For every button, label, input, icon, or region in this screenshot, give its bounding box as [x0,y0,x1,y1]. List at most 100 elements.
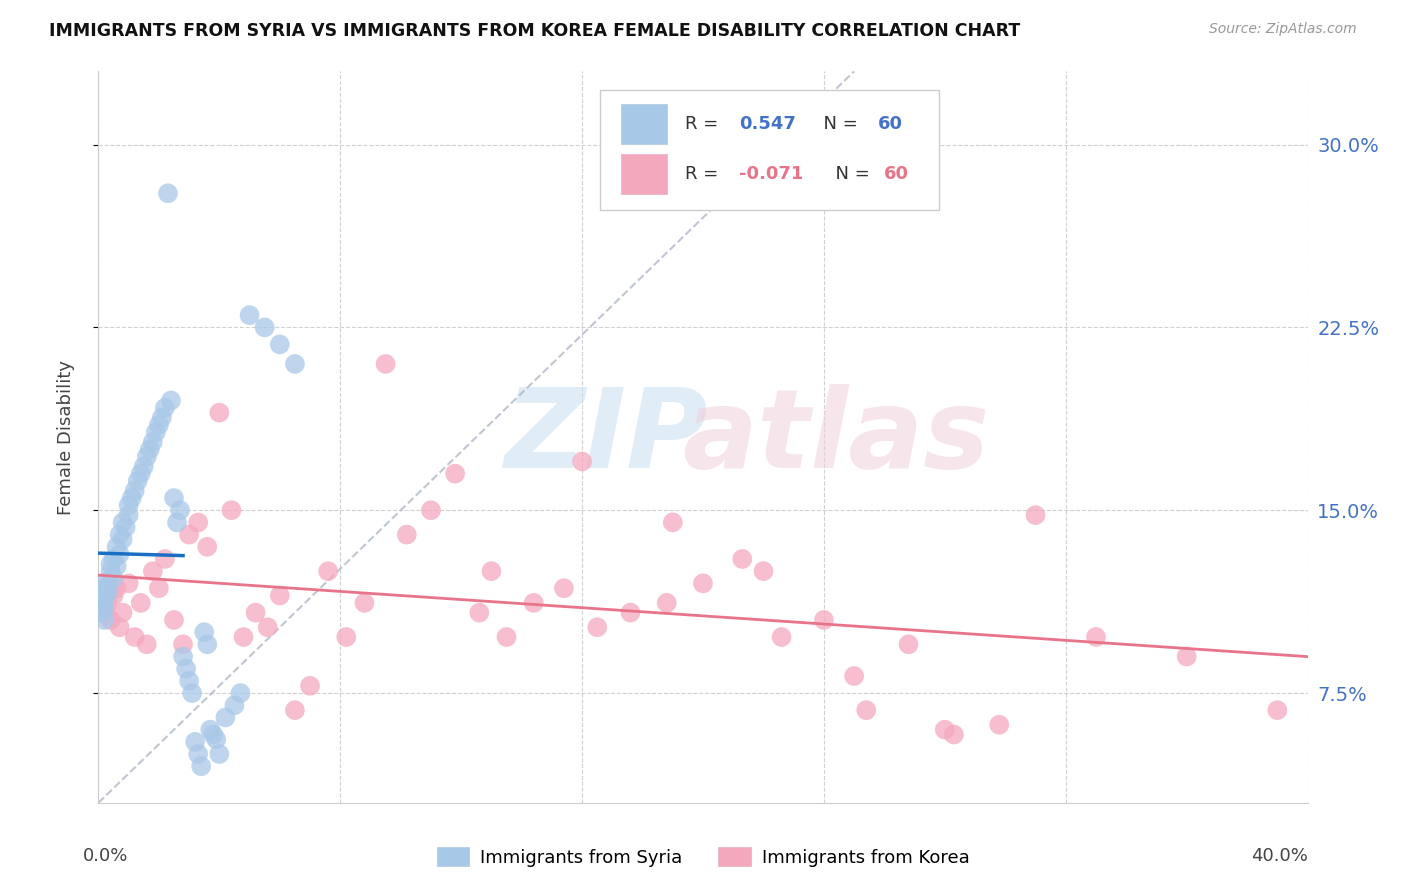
Point [127,474,149,488]
Point [335,630,357,644]
Point [103,572,125,586]
Point [692,576,714,591]
Point [132,459,155,474]
Point [108,547,131,561]
Point [145,425,167,440]
Point [108,527,131,541]
Point [160,393,183,408]
Point [90,596,112,610]
Point [444,467,467,481]
Point [139,442,162,457]
Point [150,410,173,425]
Point [661,516,683,530]
Point [169,503,191,517]
Point [124,483,146,498]
Point [124,630,146,644]
Point [187,516,209,530]
Text: IMMIGRANTS FROM SYRIA VS IMMIGRANTS FROM KOREA FEMALE DISABILITY CORRELATION CHA: IMMIGRANTS FROM SYRIA VS IMMIGRANTS FROM… [49,22,1021,40]
Text: R =: R = [685,115,724,133]
Point [897,637,920,651]
Point [208,747,231,761]
Point [105,559,128,574]
Text: 60: 60 [879,115,903,133]
Point [420,503,443,517]
Point [395,527,418,541]
Point [353,596,375,610]
Point [129,467,152,481]
Point [239,308,262,322]
Point [103,589,125,603]
Point [256,620,278,634]
Point [468,606,491,620]
Point [731,552,754,566]
Point [214,710,236,724]
Point [148,581,170,595]
Point [253,320,276,334]
Point [229,686,252,700]
Point [100,557,122,571]
Point [619,606,641,620]
Point [163,613,186,627]
Point [269,337,291,351]
Point [374,357,396,371]
Point [174,662,197,676]
Point [118,508,141,522]
Point [108,620,131,634]
Point [179,673,201,688]
Text: ZIP: ZIP [505,384,709,491]
Point [172,649,194,664]
Text: N =: N = [811,115,863,133]
Point [1267,703,1289,717]
Point [195,540,218,554]
Legend: Immigrants from Syria, Immigrants from Korea: Immigrants from Syria, Immigrants from K… [429,840,977,874]
Point [105,540,128,554]
Point [523,596,546,610]
Point [96,579,118,593]
Point [129,596,152,610]
Point [284,357,307,371]
FancyBboxPatch shape [600,90,939,211]
Point [224,698,246,713]
Text: atlas: atlas [682,384,990,491]
Point [142,564,165,578]
Point [93,613,115,627]
Point [148,417,170,432]
Point [103,552,125,566]
Point [942,727,965,741]
Point [114,520,136,534]
Point [166,516,188,530]
Text: Source: ZipAtlas.com: Source: ZipAtlas.com [1209,22,1357,37]
Point [100,613,122,627]
Point [299,679,322,693]
Text: 0.0%: 0.0% [83,847,129,864]
Point [269,589,291,603]
Point [245,606,267,620]
Point [1175,649,1198,664]
Point [571,454,593,468]
Point [90,600,112,615]
Point [118,576,141,591]
Y-axis label: Female Disability: Female Disability [56,359,75,515]
Text: 0.547: 0.547 [740,115,796,133]
Point [205,732,228,747]
Point [163,491,186,505]
Text: R =: R = [685,165,724,183]
Point [1085,630,1108,644]
Point [190,759,212,773]
Point [316,564,339,578]
Point [93,593,115,607]
Point [481,564,503,578]
Point [121,491,143,505]
Point [208,406,231,420]
Point [988,718,1011,732]
Text: 60: 60 [884,165,910,183]
Point [187,747,209,761]
Point [135,637,157,651]
Point [284,703,307,717]
Point [90,589,112,603]
Point [153,401,176,415]
Point [586,620,609,634]
Point [153,552,176,566]
Point [172,637,194,651]
Point [232,630,254,644]
